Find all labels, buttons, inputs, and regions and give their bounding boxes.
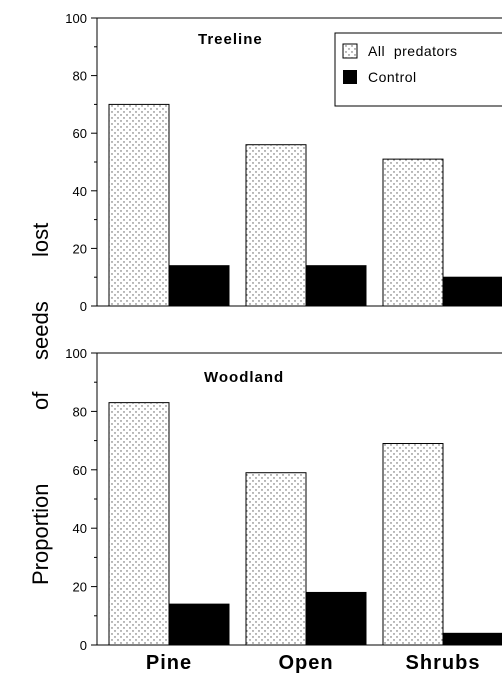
- bar-all-predators-open: [245, 144, 307, 307]
- bar-control-pine: [168, 265, 230, 307]
- y-tick-label: 80: [73, 404, 87, 419]
- legend: All predators Control: [334, 32, 502, 107]
- panel-title: Woodland: [204, 369, 284, 386]
- y-tick-label: 80: [73, 69, 87, 84]
- x-tick-label: Pine: [146, 652, 192, 674]
- y-tick-label: 60: [73, 463, 87, 478]
- panel-title: Treeline: [198, 31, 263, 48]
- bar-all-predators-pine: [108, 402, 170, 646]
- bar-all-predators-shrubs: [382, 158, 444, 307]
- bar-all-predators-pine: [108, 103, 170, 307]
- y-tick-label: 20: [73, 580, 87, 595]
- legend-swatch-control: [343, 70, 357, 84]
- bar-all-predators-shrubs: [382, 443, 444, 646]
- panel-treeline: Treeline 0 20 40 60 80 100: [65, 11, 502, 314]
- y-tick-label: 0: [80, 638, 87, 653]
- category-labels: Pine Open Shrubs: [146, 652, 481, 674]
- bar-control-shrubs: [442, 632, 502, 646]
- legend-swatch-all-predators: [342, 43, 358, 59]
- panel-woodland: Woodland 0 20 40 60 80 100: [65, 346, 502, 653]
- bar-control-open: [305, 265, 367, 307]
- y-tick-label: 40: [73, 184, 87, 199]
- bar-control-open: [305, 591, 367, 646]
- y-tick-label: 40: [73, 521, 87, 536]
- y-axis-title-word: of: [28, 391, 53, 410]
- y-axis-title-word: seeds: [28, 301, 53, 360]
- x-tick-label: Shrubs: [406, 652, 481, 674]
- legend-label-all-predators: All predators: [368, 43, 457, 59]
- y-tick-label: 20: [73, 241, 87, 256]
- bar-control-pine: [168, 603, 230, 646]
- y-tick-label: 100: [65, 11, 87, 26]
- y-axis-title-word: lost: [28, 223, 53, 257]
- legend-box: [334, 32, 502, 107]
- y-tick-label: 60: [73, 126, 87, 141]
- bar-all-predators-open: [245, 472, 307, 646]
- y-tick-label: 100: [65, 346, 87, 361]
- y-axis-title: Proportion of seeds lost: [28, 223, 53, 585]
- x-tick-label: Open: [278, 652, 333, 674]
- legend-label-control: Control: [368, 69, 417, 85]
- y-tick-label: 0: [80, 299, 87, 314]
- bar-control-shrubs: [442, 276, 502, 307]
- y-axis-title-word: Proportion: [28, 483, 53, 585]
